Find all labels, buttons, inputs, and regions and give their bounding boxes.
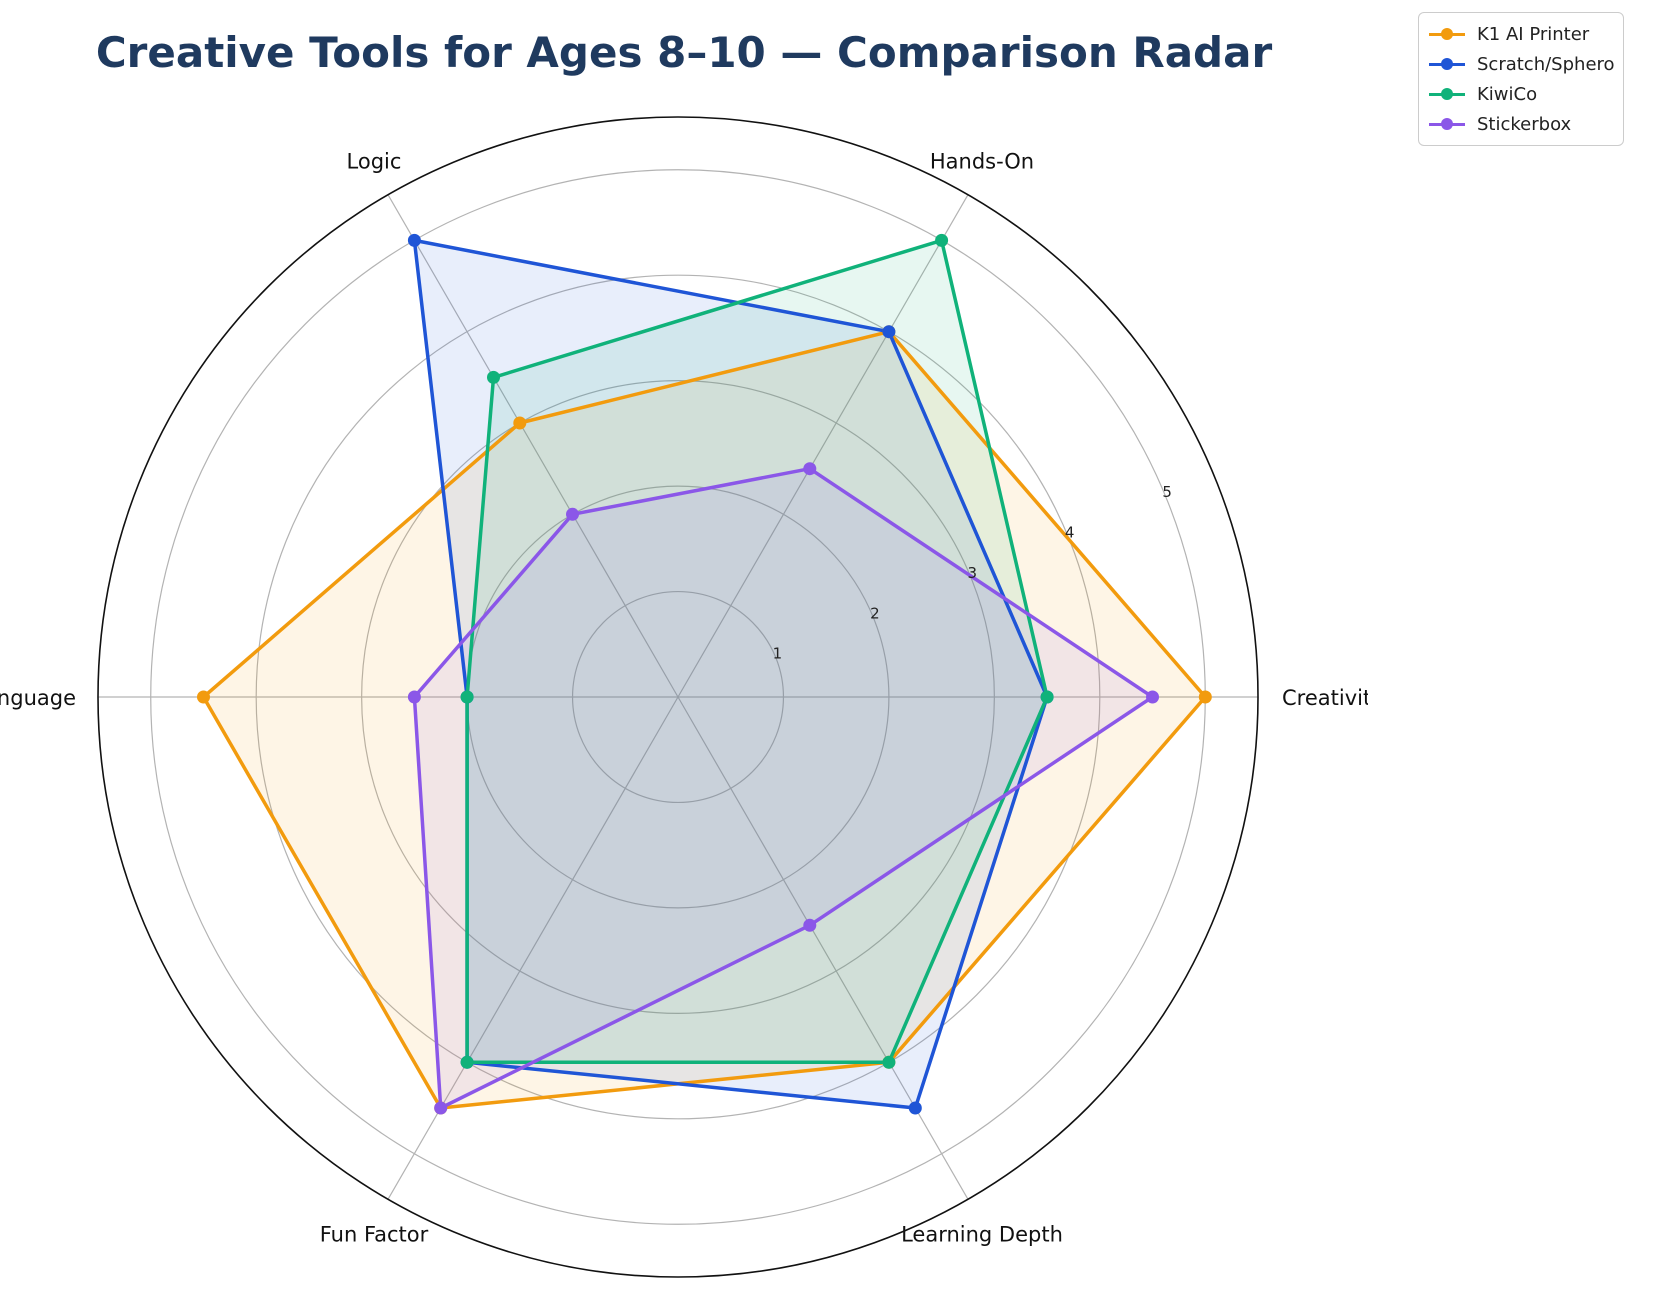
data-point-stickerbox [407,690,421,704]
series-area-kiwico [467,240,1048,1063]
data-point-stickerbox [566,507,579,521]
legend-swatch [1429,57,1465,71]
radar-grid [97,116,1259,1278]
data-point-k1-ai-printer [1198,690,1212,704]
legend-swatch [1429,117,1465,131]
axis-label: Creativity [1282,686,1368,710]
axis-label: Hands-On [930,150,1034,174]
data-point-kiwico [460,690,474,704]
legend-label: KiwiCo [1477,83,1538,105]
legend: K1 AI Printer Scratch/Sphero KiwiCo Sticker… [1418,12,1624,146]
radar-chart: Creativity Hands-On Logic Language Fun Facto… [0,116,1368,1278]
legend-swatch [1429,27,1465,41]
data-point-stickerbox [434,1101,448,1115]
data-point-scratch-sphero [407,233,421,247]
series-points [197,233,1212,1115]
series-area-scratch-sphero [414,240,1048,1108]
legend-label: Stickerbox [1477,113,1572,135]
radial-tick-labels: 1 2 3 4 5 [773,483,1172,662]
chart-title: Creative Tools for Ages 8–10 — Compariso… [95,28,1273,77]
tick-label: 2 [870,604,880,622]
grid-spoke [387,696,679,1200]
data-point-scratch-sphero [908,1101,922,1115]
legend-label: Scratch/Sphero [1477,53,1615,75]
grid-spoke [677,696,969,1200]
legend-item: K1 AI Printer [1429,19,1615,49]
legend-label: K1 AI Printer [1477,23,1590,45]
grid-spoke [677,194,969,698]
data-point-k1-ai-printer [197,690,210,704]
data-point-kiwico [460,1055,474,1069]
axis-label: Learning Depth [901,1223,1063,1247]
tick-label: 3 [968,564,978,582]
axis-label: Logic [347,150,402,174]
data-point-stickerbox [803,462,817,476]
axis-label: Language [0,686,76,710]
data-point-stickerbox [803,918,817,932]
grid-spoke [387,194,679,698]
data-point-k1-ai-printer [513,416,527,430]
legend-item: KiwiCo [1429,79,1615,109]
legend-item: Scratch/Sphero [1429,49,1615,79]
data-point-kiwico [1040,690,1054,704]
tick-label: 1 [773,645,783,663]
outer-frame [97,116,1259,1278]
data-point-kiwico [882,1055,896,1069]
legend-item: Stickerbox [1429,109,1615,139]
tick-label: 5 [1162,483,1172,501]
axis-labels: Creativity Hands-On Logic Language Fun Facto… [0,150,1368,1247]
data-point-scratch-sphero [882,325,896,339]
series-areas [203,240,1206,1108]
data-point-stickerbox [1146,690,1159,704]
data-point-kiwico [935,233,949,247]
legend-swatch [1429,87,1465,101]
series-area-stickerbox [414,468,1153,1108]
tick-label: 4 [1065,524,1075,542]
data-point-kiwico [487,370,500,384]
axis-label: Fun Factor [320,1223,429,1247]
